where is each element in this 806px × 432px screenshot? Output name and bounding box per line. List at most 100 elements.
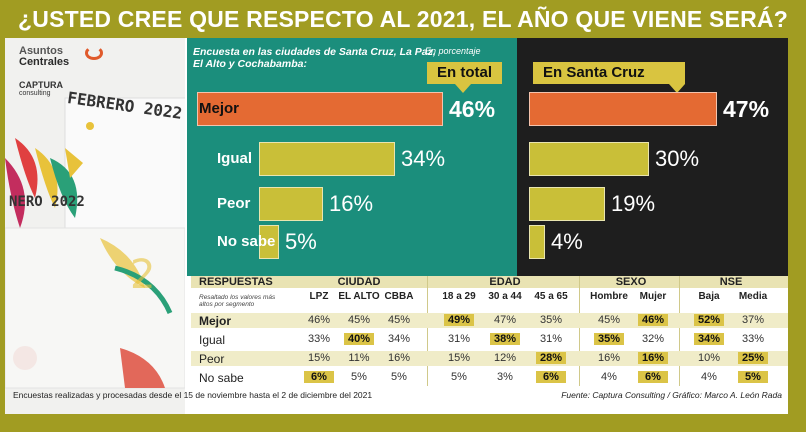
chart-panel-total: Encuesta en las ciudades de Santa Cruz, …: [187, 38, 517, 276]
row-label: No sabe: [199, 371, 244, 385]
table-cell: 5%: [351, 371, 367, 383]
table-cell: 52%: [694, 314, 724, 326]
table-cell: 16%: [387, 352, 411, 364]
column-header: CBBA: [384, 291, 414, 302]
table-cell: 5%: [451, 371, 467, 383]
table-cell: 38%: [490, 333, 520, 345]
asuntos-centrales-logo: Asuntos Centrales: [19, 46, 103, 68]
bar-no-sabe: [259, 225, 279, 259]
column-header: Hombre: [590, 291, 628, 302]
value-label-peor: 16%: [329, 191, 374, 216]
table-cell: 31%: [447, 333, 471, 345]
bar-mejor: [197, 92, 443, 126]
category-label-igual: Igual: [217, 150, 253, 167]
value-label-peor: 19%: [611, 191, 656, 216]
table-cell: 4%: [601, 371, 617, 383]
row-label: Mejor: [199, 314, 232, 328]
pill-total: En total: [427, 62, 502, 84]
row-label: Peor: [199, 352, 225, 366]
table-cell: 32%: [641, 333, 665, 345]
bar-peor: [259, 187, 323, 221]
group-divider: [679, 276, 680, 386]
content-card: 2 Asuntos Centrales CAPTURA consulting F…: [5, 38, 788, 414]
footer-source: Fuente: Captura Consulting / Gráfico: Ma…: [561, 390, 782, 400]
table-cell: 15%: [307, 352, 331, 364]
row-label: Igual: [199, 333, 226, 347]
column-header: Media: [738, 291, 768, 302]
value-label-mejor: 47%: [723, 96, 770, 122]
table-cell: 33%: [741, 333, 765, 345]
table-cell: 47%: [493, 314, 517, 326]
table-cell: 16%: [597, 352, 621, 364]
column-header: 18 a 29: [442, 291, 476, 302]
svg-text:2: 2: [130, 252, 155, 298]
table-cell: 5%: [738, 371, 768, 383]
value-label-igual: 34%: [401, 146, 446, 171]
captura-logo: CAPTURA consulting: [19, 80, 63, 97]
column-header: LPZ: [309, 291, 329, 302]
table-cell: 12%: [493, 352, 517, 364]
bar-mejor: [529, 92, 717, 126]
chart-panel-santa-cruz: En Santa Cruz 47% 30% 19% 4%: [517, 38, 788, 276]
page-title: ¿USTED CREE QUE RESPECTO AL 2021, EL AÑO…: [0, 0, 806, 38]
table-cell: 37%: [741, 314, 765, 326]
bar-peor: [529, 187, 605, 221]
table-cell: 6%: [638, 371, 668, 383]
table-cell: 35%: [594, 333, 624, 345]
group-header-sexo: SEXO: [615, 276, 647, 288]
calendar-jan-label: NERO 2022: [9, 194, 85, 210]
table-cell: 15%: [447, 352, 471, 364]
table-header-respuestas: RESPUESTAS: [199, 276, 273, 288]
table-cell: 16%: [638, 352, 668, 364]
survey-note: Encuesta en las ciudades de Santa Cruz, …: [193, 46, 436, 70]
table-cell: 6%: [536, 371, 566, 383]
table-cell: 45%: [597, 314, 621, 326]
group-header-nse: NSE: [719, 276, 743, 288]
category-label-no-sabe: No sabe: [217, 233, 276, 250]
heart-icon: [85, 46, 103, 60]
column-header: Mujer: [639, 291, 667, 302]
table-cell: 46%: [307, 314, 331, 326]
table-subheader: Resaltado los valores más altos por segm…: [199, 294, 276, 308]
table-cell: 25%: [738, 352, 768, 364]
column-header: Baja: [698, 291, 720, 302]
bar-igual: [259, 142, 395, 176]
table-cell: 45%: [347, 314, 371, 326]
value-label-mejor: 46%: [449, 96, 496, 122]
pill-santa-cruz-arrow: [669, 84, 685, 93]
value-label-no-sabe: 5%: [285, 229, 317, 254]
group-header-ciudad: CIUDAD: [337, 276, 381, 288]
column-header: EL ALTO: [338, 291, 380, 302]
table-cell: 28%: [536, 352, 566, 364]
table-cell: 33%: [307, 333, 331, 345]
pill-santa-cruz: En Santa Cruz: [533, 62, 685, 84]
table-header-band: [191, 276, 788, 288]
table-cell: 35%: [539, 314, 563, 326]
table-cell: 31%: [539, 333, 563, 345]
group-divider: [579, 276, 580, 386]
value-label-igual: 30%: [655, 146, 700, 171]
table-cell: 46%: [638, 314, 668, 326]
footer-note: Encuestas realizadas y procesadas desde …: [13, 390, 373, 400]
table-cell: 49%: [444, 314, 474, 326]
table-cell: 11%: [348, 352, 370, 364]
bar-no-sabe: [529, 225, 545, 259]
pill-total-arrow: [455, 84, 471, 93]
segment-table: Resaltado los valores más altos por segm…: [191, 276, 788, 388]
category-label-mejor: Mejor: [199, 100, 240, 117]
calendar-decoration: 2 Asuntos Centrales CAPTURA consulting F…: [5, 38, 185, 414]
table-cell: 45%: [387, 314, 411, 326]
unit-label: En porcentaje: [425, 46, 481, 56]
bar-igual: [529, 142, 649, 176]
table-cell: 34%: [694, 333, 724, 345]
column-header: 45 a 65: [534, 291, 568, 302]
confetti-illustration: 2: [5, 97, 185, 389]
table-cell: 6%: [304, 371, 334, 383]
table-cell: 34%: [387, 333, 411, 345]
table-cell: 3%: [497, 371, 513, 383]
table-cell: 40%: [344, 333, 374, 345]
value-label-no-sabe: 4%: [551, 229, 583, 254]
group-divider: [427, 276, 428, 386]
group-header-edad: EDAD: [489, 276, 521, 288]
